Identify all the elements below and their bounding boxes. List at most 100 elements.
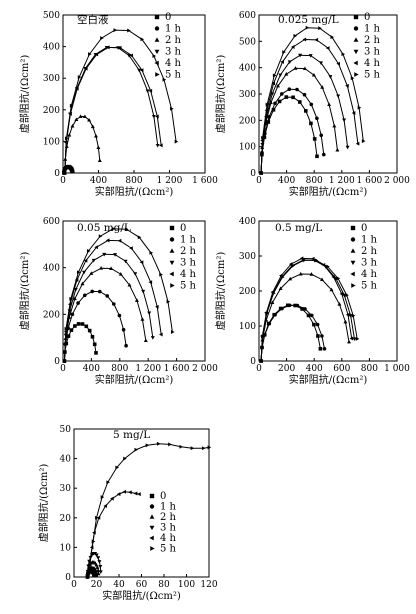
data-point xyxy=(287,303,292,308)
data-point xyxy=(287,87,292,91)
data-point xyxy=(76,270,81,275)
fit-line xyxy=(260,259,358,362)
legend-marker xyxy=(150,546,155,551)
chart-panel-1: 0 400 800 1 200 1 600 0 100 200 300 400 500 实部阻抗/(Ω… xyxy=(18,11,218,198)
data-point xyxy=(280,275,285,280)
legend-label: 0 xyxy=(361,223,367,234)
y-tick-label: 100 xyxy=(43,137,60,147)
series-5h xyxy=(62,226,175,363)
y-tick-label: 400 xyxy=(43,43,60,53)
x-tick-label: 400 xyxy=(83,364,100,374)
data-point xyxy=(326,264,330,269)
data-point xyxy=(155,114,159,119)
fit-line xyxy=(64,46,162,174)
series-1h xyxy=(259,303,327,363)
x-tick-label: 0 xyxy=(60,364,66,374)
x-tick-label: 0 xyxy=(71,580,77,590)
data-point xyxy=(139,68,144,73)
data-point xyxy=(89,271,94,275)
data-point xyxy=(318,26,322,31)
legend-marker xyxy=(351,283,356,288)
y-tick-label: 500 xyxy=(43,11,60,21)
data-point xyxy=(103,504,107,508)
data-point xyxy=(150,336,155,340)
data-point xyxy=(315,154,319,159)
legend-label: 5 h xyxy=(165,70,182,81)
data-point xyxy=(280,306,284,311)
legend-marker xyxy=(169,271,174,277)
legend-label: 0 xyxy=(364,12,370,23)
data-point xyxy=(293,66,298,70)
series-5h xyxy=(259,258,360,363)
data-point xyxy=(335,147,340,152)
data-point xyxy=(96,571,101,576)
data-point xyxy=(302,37,307,42)
y-tick-label: 10 xyxy=(60,543,72,553)
data-point xyxy=(88,560,92,565)
data-point xyxy=(145,89,150,94)
data-point xyxy=(95,565,100,569)
legend-label: 3 h xyxy=(165,47,182,58)
data-point xyxy=(84,66,88,71)
y-tick-label: 0 xyxy=(54,357,60,367)
data-point xyxy=(201,446,206,451)
series-3h xyxy=(62,45,160,176)
data-point xyxy=(69,328,74,332)
data-point xyxy=(303,307,307,311)
data-point xyxy=(290,45,295,49)
series-2h xyxy=(259,66,340,175)
data-point xyxy=(87,117,92,122)
y-tick-label: 300 xyxy=(43,74,60,84)
data-point xyxy=(147,311,152,316)
data-point xyxy=(310,256,315,261)
legend-marker xyxy=(170,283,175,288)
data-point xyxy=(280,59,284,64)
data-point xyxy=(284,95,289,99)
data-point xyxy=(97,158,102,163)
legend-marker xyxy=(149,525,155,531)
fit-line xyxy=(64,115,101,174)
data-point xyxy=(320,277,324,282)
data-point xyxy=(105,294,109,298)
y-axis-label: 虚部阻抗/(Ωcm²) xyxy=(18,55,31,134)
series-2h xyxy=(62,266,148,363)
x-tick-label: 20 xyxy=(91,580,103,590)
data-point xyxy=(90,335,95,339)
data-point xyxy=(332,123,337,128)
legend-label: 4 h xyxy=(160,533,177,544)
data-point xyxy=(351,111,356,115)
data-point xyxy=(342,118,347,123)
data-point xyxy=(140,317,145,321)
legend-label: 4 h xyxy=(361,269,378,280)
data-point xyxy=(361,139,366,144)
legend-label: 1 h xyxy=(160,502,177,513)
legend-label: 0 xyxy=(180,223,186,234)
x-tick-label: 400 xyxy=(306,364,323,374)
data-point xyxy=(156,441,161,446)
data-point xyxy=(87,328,92,333)
data-point xyxy=(88,52,92,57)
y-tick-label: 200 xyxy=(239,116,256,126)
y-tick-label: 0 xyxy=(54,169,60,179)
series-5h xyxy=(88,441,212,565)
x-tick-label: 800 xyxy=(361,364,378,374)
data-point xyxy=(170,106,174,111)
legend-label: 0 xyxy=(160,491,166,502)
y-tick-label: 400 xyxy=(43,264,60,274)
x-tick-label: 800 xyxy=(111,364,128,374)
fit-line xyxy=(260,259,355,362)
data-point xyxy=(327,102,332,107)
data-point xyxy=(148,280,153,285)
data-point xyxy=(298,100,302,104)
data-point xyxy=(100,36,104,41)
data-point xyxy=(295,303,300,308)
chart-title: 空白液 xyxy=(77,13,109,26)
data-point xyxy=(280,92,284,96)
y-tick-label: 0 xyxy=(250,357,256,367)
data-point xyxy=(83,293,87,298)
x-tick-label: 1 600 xyxy=(192,176,218,186)
data-point xyxy=(110,496,114,501)
data-point xyxy=(305,25,310,30)
fit-line xyxy=(260,273,350,362)
data-point xyxy=(69,103,74,108)
